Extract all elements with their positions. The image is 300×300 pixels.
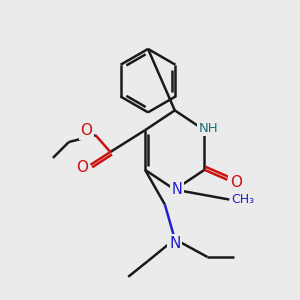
- Text: NH: NH: [199, 122, 218, 135]
- Text: O: O: [81, 123, 93, 138]
- Text: N: N: [169, 236, 181, 250]
- Text: O: O: [76, 160, 88, 175]
- Text: N: N: [171, 182, 182, 197]
- Text: CH₃: CH₃: [232, 193, 255, 206]
- Text: O: O: [230, 175, 242, 190]
